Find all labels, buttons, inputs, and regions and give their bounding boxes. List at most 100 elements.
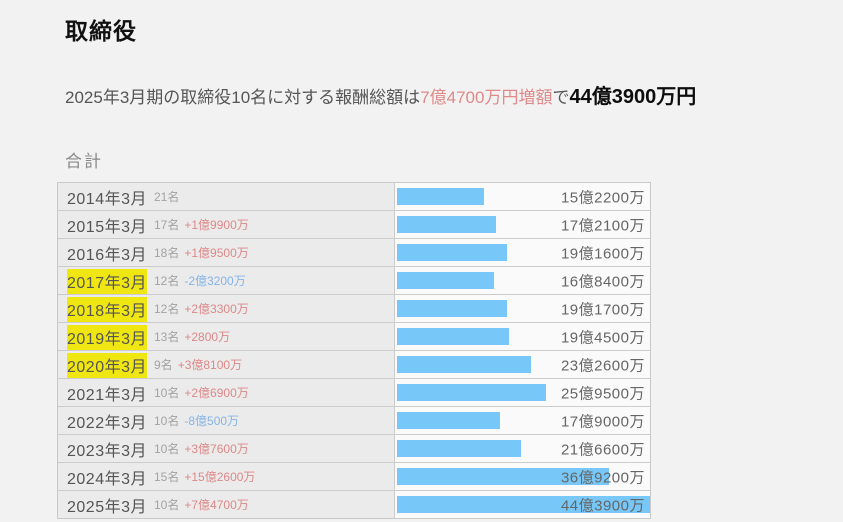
table-row: 2017年3月 12名 -2億3200万 16億8400万 <box>58 266 650 294</box>
row-year-label: 2019年3月 <box>67 324 147 349</box>
row-label-cell: 2017年3月 12名 -2億3200万 <box>58 267 395 294</box>
value-bar <box>397 216 496 233</box>
table-row: 2016年3月 18名 +1億9500万 19億1600万 <box>58 238 650 266</box>
row-label-cell: 2019年3月 13名 +2800万 <box>58 323 395 350</box>
table-row: 2023年3月 10名 +3億7600万 21億6600万 <box>58 434 650 462</box>
row-member-count: 12名 <box>154 302 180 316</box>
row-total-value: 19億4500万 <box>560 329 645 346</box>
row-year-label: 2015年3月 <box>67 218 147 236</box>
row-change-amount: +1億9900万 <box>184 218 249 232</box>
row-bar-cell: 19億1700万 <box>395 295 650 322</box>
value-bar <box>397 188 485 205</box>
row-total-value: 15億2200万 <box>560 189 645 206</box>
table-row: 2019年3月 13名 +2800万 19億4500万 <box>58 322 650 350</box>
row-year-label: 2017年3月 <box>67 268 147 293</box>
summary-increase-amount: 7億4700万円増額 <box>420 88 553 107</box>
row-label-cell: 2023年3月 10名 +3億7600万 <box>58 435 395 462</box>
table-row: 2022年3月 10名 -8億500万 17億9000万 <box>58 406 650 434</box>
summary-total-amount: 44億3900万円 <box>569 86 697 108</box>
row-change-amount: -8億500万 <box>184 414 240 428</box>
row-label-cell: 2015年3月 17名 +1億9900万 <box>58 211 395 238</box>
row-total-value: 17億9000万 <box>560 413 645 430</box>
row-bar-cell: 36億9200万 <box>395 463 650 490</box>
row-member-count: 21名 <box>154 190 180 204</box>
row-year-label: 2025年3月 <box>67 498 147 516</box>
table-row: 2014年3月 21名 15億2200万 <box>58 183 650 210</box>
summary-lead: 2025年3月期の取締役10名に対する報酬総額は <box>65 88 421 107</box>
row-member-count: 10名 <box>154 442 180 456</box>
row-member-count: 12名 <box>154 274 180 288</box>
row-total-value: 19億1600万 <box>560 245 645 262</box>
row-year-label: 2021年3月 <box>67 386 147 404</box>
row-member-count: 10名 <box>154 386 180 400</box>
row-member-count: 10名 <box>154 414 180 428</box>
row-bar-cell: 17億2100万 <box>395 211 650 238</box>
row-total-value: 21億6600万 <box>560 441 645 458</box>
row-year-label: 2016年3月 <box>67 246 147 264</box>
row-label-cell: 2014年3月 21名 <box>58 183 395 210</box>
row-year-label: 2023年3月 <box>67 442 147 460</box>
row-bar-cell: 19億1600万 <box>395 239 650 266</box>
row-change-amount: +2億3300万 <box>184 302 249 316</box>
row-year-label: 2020年3月 <box>67 352 147 377</box>
row-member-count: 10名 <box>154 498 180 512</box>
row-change-amount: +3億7600万 <box>184 442 249 456</box>
row-year-label: 2022年3月 <box>67 414 147 432</box>
value-bar <box>397 328 509 345</box>
row-total-value: 44億3900万 <box>560 497 645 514</box>
compensation-bar-table: 2014年3月 21名 15億2200万 2015年3月 17名 +1億9900… <box>57 182 651 519</box>
summary-text: 2025年3月期の取締役10名に対する報酬総額は7億4700万円増額で44億39… <box>65 84 843 111</box>
value-bar <box>397 244 508 261</box>
row-year-label: 2024年3月 <box>67 470 147 488</box>
row-label-cell: 2018年3月 12名 +2億3300万 <box>58 295 395 322</box>
row-member-count: 15名 <box>154 470 180 484</box>
row-bar-cell: 15億2200万 <box>395 183 650 210</box>
row-change-amount: +15億2600万 <box>184 470 256 484</box>
row-label-cell: 2020年3月 9名 +3億8100万 <box>58 351 395 378</box>
row-change-amount: +1億9500万 <box>184 246 249 260</box>
row-member-count: 13名 <box>154 330 180 344</box>
row-bar-cell: 16億8400万 <box>395 267 650 294</box>
row-total-value: 16億8400万 <box>560 273 645 290</box>
summary-connector: で <box>552 88 570 107</box>
row-bar-cell: 21億6600万 <box>395 435 650 462</box>
row-bar-cell: 19億4500万 <box>395 323 650 350</box>
row-member-count: 17名 <box>154 218 180 232</box>
table-row: 2018年3月 12名 +2億3300万 19億1700万 <box>58 294 650 322</box>
row-label-cell: 2021年3月 10名 +2億6900万 <box>58 379 395 406</box>
section-label: 合計 <box>65 152 103 171</box>
table-row: 2020年3月 9名 +3億8100万 23億2600万 <box>58 350 650 378</box>
row-member-count: 9名 <box>154 358 173 372</box>
row-change-amount: +2800万 <box>184 330 231 344</box>
table-row: 2025年3月 10名 +7億4700万 44億3900万 <box>58 490 650 518</box>
row-total-value: 25億9500万 <box>560 385 645 402</box>
value-bar <box>397 384 547 401</box>
value-bar <box>397 440 522 457</box>
row-member-count: 18名 <box>154 246 180 260</box>
value-bar <box>397 496 650 513</box>
row-label-cell: 2022年3月 10名 -8億500万 <box>58 407 395 434</box>
row-change-amount: +2億6900万 <box>184 386 249 400</box>
row-total-value: 19億1700万 <box>560 301 645 318</box>
row-label-cell: 2016年3月 18名 +1億9500万 <box>58 239 395 266</box>
row-change-amount: +7億4700万 <box>184 498 249 512</box>
table-row: 2021年3月 10名 +2億6900万 25億9500万 <box>58 378 650 406</box>
row-bar-cell: 44億3900万 <box>395 491 650 518</box>
row-total-value: 17億2100万 <box>560 217 645 234</box>
value-bar <box>397 412 500 429</box>
value-bar <box>397 356 531 373</box>
value-bar <box>397 468 610 485</box>
row-change-amount: +3億8100万 <box>177 358 243 372</box>
row-label-cell: 2024年3月 15名 +15億2600万 <box>58 463 395 490</box>
page-title: 取締役 <box>65 18 137 44</box>
row-change-amount: -2億3200万 <box>184 274 246 288</box>
row-bar-cell: 23億2600万 <box>395 351 650 378</box>
row-bar-cell: 25億9500万 <box>395 379 650 406</box>
row-year-label: 2018年3月 <box>67 296 147 321</box>
value-bar <box>397 272 494 289</box>
row-total-value: 23億2600万 <box>560 357 645 374</box>
row-label-cell: 2025年3月 10名 +7億4700万 <box>58 491 395 518</box>
row-year-label: 2014年3月 <box>67 190 147 208</box>
table-row: 2024年3月 15名 +15億2600万 36億9200万 <box>58 462 650 490</box>
